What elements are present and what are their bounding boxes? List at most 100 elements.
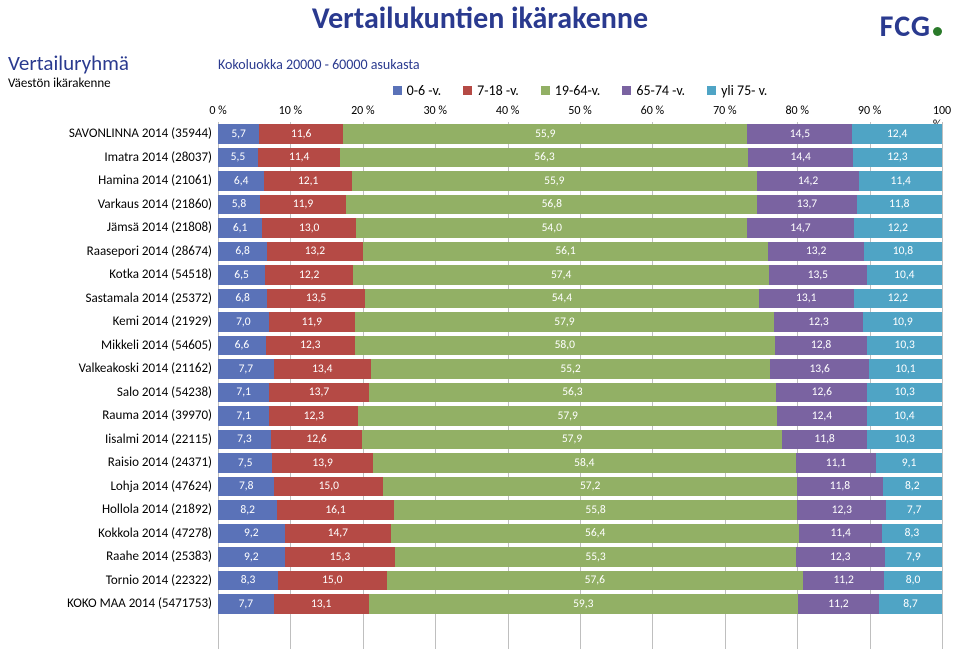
bar-segment: 6,8 (218, 289, 267, 309)
chart-title: Vertailukuntien ikärakenne (0, 0, 960, 37)
bar-segment: 11,8 (797, 477, 882, 497)
bar-segment: 12,3 (269, 406, 358, 426)
row-label: Iisalmi 2014 (22115) (8, 432, 218, 447)
bar-segment: 7,1 (218, 383, 269, 403)
bar-wrap: 9,215,355,312,37,9 (218, 545, 942, 569)
bar-segment: 11,2 (798, 594, 879, 614)
row-label: Kokkola 2014 (47278) (8, 526, 218, 541)
row-label: Hollola 2014 (21892) (8, 502, 218, 517)
chart-row: Kemi 2014 (21929)7,011,957,912,310,9 (8, 310, 942, 334)
bar-wrap: 6,813,554,413,112,2 (218, 287, 942, 311)
bar-segment: 6,5 (218, 265, 265, 285)
bar-segment: 12,3 (796, 547, 885, 567)
row-label: Varkaus 2014 (21860) (8, 197, 218, 212)
bar-wrap: 8,216,155,812,37,7 (218, 498, 942, 522)
legend-item: 19-64-v. (541, 80, 601, 100)
bar-segment: 12,4 (777, 406, 867, 426)
bar-segment: 10,4 (867, 265, 942, 285)
bar-segment: 11,4 (799, 524, 882, 544)
bar-segment: 5,8 (218, 195, 260, 215)
row-label: Raahe 2014 (25383) (8, 549, 218, 564)
bar-segment: 7,3 (218, 430, 271, 450)
bar-segment: 11,2 (803, 571, 884, 591)
chart-row: Hollola 2014 (21892)8,216,155,812,37,7 (8, 498, 942, 522)
bar-segment: 16,1 (277, 500, 393, 520)
gridline (942, 122, 943, 649)
axis-tick: 30 % (423, 104, 446, 118)
bar-segment: 55,9 (343, 124, 747, 144)
bar-segment: 10,3 (867, 383, 942, 403)
legend-label: yli 75- v. (721, 82, 767, 99)
legend-label: 0-6 -v. (407, 82, 442, 99)
bar-segment: 57,9 (355, 312, 774, 332)
row-label: Mikkeli 2014 (54605) (8, 338, 218, 353)
bar-segment: 9,1 (876, 453, 942, 473)
legend-swatch-icon (707, 86, 716, 95)
row-label: Sastamala 2014 (25372) (8, 291, 218, 306)
bar-wrap: 7,113,756,312,610,3 (218, 381, 942, 405)
logo-dot-icon (933, 27, 942, 36)
bar-segment: 11,9 (260, 195, 346, 215)
bar-segment: 12,2 (854, 289, 942, 309)
bar-segment: 7,7 (886, 500, 942, 520)
bar-segment: 54,0 (356, 218, 747, 238)
bar-segment: 14,7 (285, 524, 391, 544)
chart-row: Raisio 2014 (24371)7,513,958,411,19,1 (8, 451, 942, 475)
bar-segment: 11,6 (259, 124, 343, 144)
row-label: SAVONLINNA 2014 (35944) (8, 126, 218, 141)
chart-row: Iisalmi 2014 (22115)7,312,657,911,810,3 (8, 428, 942, 452)
bar-segment: 10,9 (863, 312, 942, 332)
bar-segment: 13,2 (267, 242, 362, 262)
axis-tick: 60 % (641, 104, 664, 118)
bar-segment: 58,4 (373, 453, 796, 473)
bar-segment: 5,7 (218, 124, 259, 144)
bar-segment: 56,1 (363, 242, 769, 262)
bar-segment: 14,2 (757, 171, 860, 191)
bar-segment: 13,1 (274, 594, 369, 614)
bar-segment: 55,8 (394, 500, 798, 520)
axis-tick: 70 % (713, 104, 736, 118)
axis-tick: 10 % (279, 104, 302, 118)
axis-tick: 0 % (209, 104, 226, 118)
row-label: Hamina 2014 (21061) (8, 173, 218, 188)
chart-row: SAVONLINNA 2014 (35944)5,711,655,914,512… (8, 122, 942, 146)
bar-segment: 12,1 (264, 171, 352, 191)
bar-wrap: 7,513,958,411,19,1 (218, 451, 942, 475)
bar-segment: 11,8 (782, 430, 868, 450)
bar-wrap: 6,412,155,914,211,4 (218, 169, 942, 193)
bar-wrap: 7,312,657,911,810,3 (218, 428, 942, 452)
axis-tick: 90 % (858, 104, 881, 118)
chart-row: Kokkola 2014 (47278)9,214,756,411,48,3 (8, 522, 942, 546)
bar-segment: 10,3 (867, 430, 942, 450)
bar-wrap: 6,512,257,413,510,4 (218, 263, 942, 287)
legend-item: 0-6 -v. (393, 80, 442, 100)
legend-swatch-icon (622, 86, 631, 95)
legend-label: 7-18 -v. (477, 82, 519, 99)
legend: 0-6 -v.7-18 -v.19-64-v.65-74 -v.yli 75- … (218, 80, 942, 100)
bar-segment: 13,2 (768, 242, 863, 262)
bar-wrap: 7,011,957,912,310,9 (218, 310, 942, 334)
bar-segment: 9,2 (218, 547, 285, 567)
bar-segment: 58,0 (355, 336, 775, 356)
bar-segment: 12,3 (266, 336, 355, 356)
subheader-block: Vertailuryhmä Väestön ikärakenne (8, 50, 129, 91)
bar-segment: 11,4 (258, 148, 341, 168)
legend-item: yli 75- v. (707, 80, 767, 100)
legend-label: 19-64-v. (555, 82, 601, 99)
bar-segment: 11,4 (859, 171, 942, 191)
bar-segment: 8,0 (884, 571, 942, 591)
bar-segment: 56,3 (369, 383, 777, 403)
chart-row: Rauma 2014 (39970)7,112,357,912,410,4 (8, 404, 942, 428)
bar-segment: 14,4 (748, 148, 852, 168)
bar-segment: 55,3 (395, 547, 795, 567)
row-label: Valkeakoski 2014 (21162) (8, 361, 218, 376)
bar-segment: 57,9 (358, 406, 777, 426)
bar-segment: 7,0 (218, 312, 269, 332)
bar-wrap: 5,511,456,314,412,3 (218, 146, 942, 170)
bar-segment: 12,3 (774, 312, 863, 332)
axis-tick: 50 % (568, 104, 591, 118)
bar-segment: 8,2 (883, 477, 942, 497)
bar-segment: 13,9 (272, 453, 373, 473)
bar-segment: 55,9 (352, 171, 757, 191)
chart-row: Varkaus 2014 (21860)5,811,956,813,711,8 (8, 193, 942, 217)
